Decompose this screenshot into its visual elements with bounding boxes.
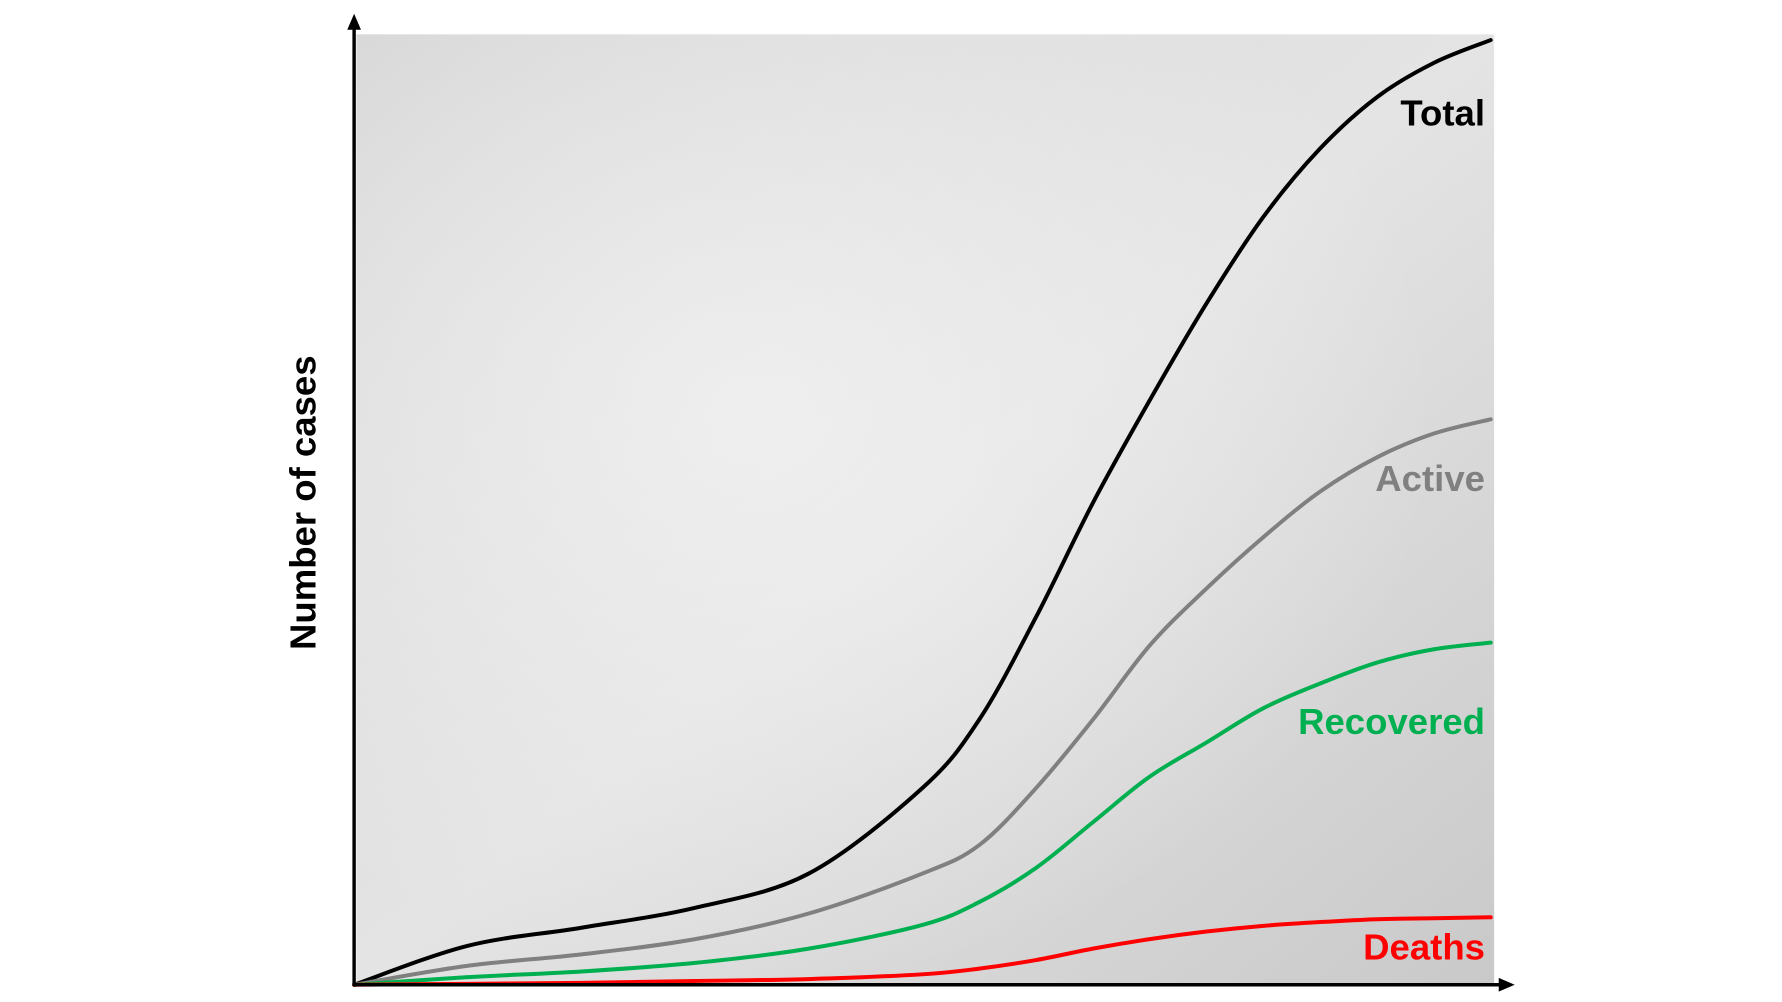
series-label: Active — [1375, 458, 1485, 499]
x-axis-arrow — [1498, 977, 1515, 992]
series-line — [352, 915, 1493, 987]
series-line — [352, 38, 1493, 987]
lines — [352, 38, 1493, 987]
series-label: Total — [1400, 93, 1485, 134]
series-line — [352, 640, 1493, 987]
y-axis-label: Number of cases — [282, 355, 323, 650]
series-line — [352, 417, 1493, 987]
series-label: Deaths — [1363, 927, 1485, 968]
y-axis-arrow — [347, 13, 361, 30]
plot-glow — [356, 34, 1495, 985]
series-labels: Total Active Recovered Deaths — [1298, 93, 1485, 968]
series-label: Recovered — [1298, 701, 1485, 742]
